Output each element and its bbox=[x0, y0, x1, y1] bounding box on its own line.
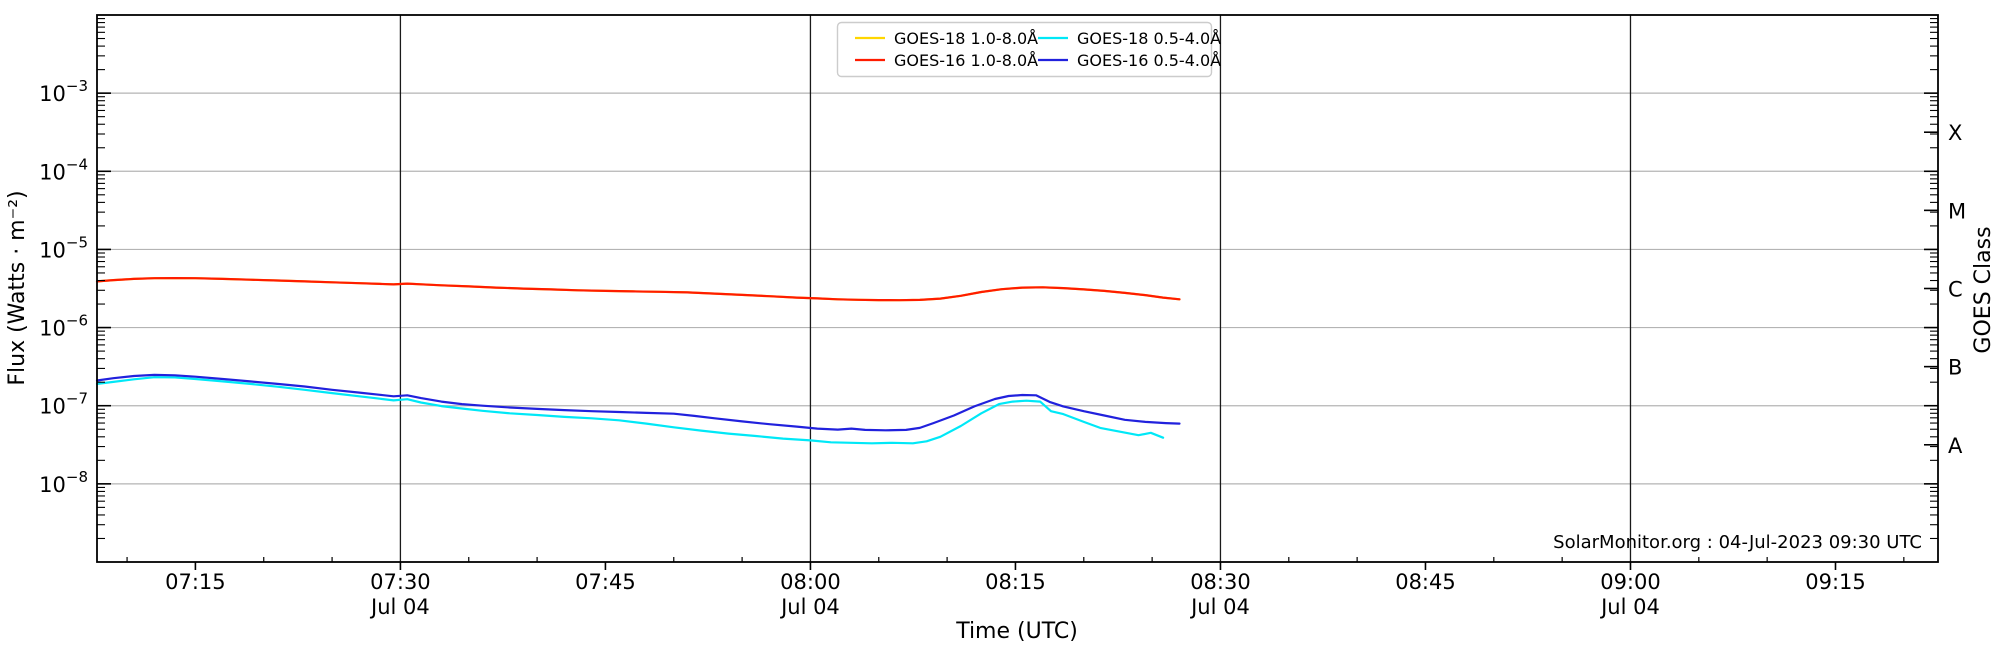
x-tick-label: 09:15 bbox=[1805, 570, 1866, 594]
y-tick-label: 10−5 bbox=[39, 233, 88, 262]
x-tick-label: 08:15 bbox=[985, 570, 1046, 594]
plot-border bbox=[96, 14, 1939, 563]
goes-class-tick-label: X bbox=[1948, 121, 1962, 145]
x-tick-label: 07:30 bbox=[370, 570, 431, 594]
x-tick-label: 07:45 bbox=[575, 570, 636, 594]
x-tick-label: 07:15 bbox=[165, 570, 226, 594]
y-tick-label: 10−7 bbox=[39, 390, 88, 419]
x-tick-sublabel: Jul 04 bbox=[369, 595, 430, 619]
series-layer bbox=[95, 277, 1181, 445]
x-tick-sublabel: Jul 04 bbox=[1189, 595, 1250, 619]
x-tick-label: 08:00 bbox=[780, 570, 841, 594]
y-tick-label: 10−4 bbox=[39, 155, 88, 184]
goes-class-axis-label: GOES Class bbox=[1971, 226, 1996, 353]
series-line-goes-16-0-5-4-0- bbox=[95, 373, 1181, 432]
series-line-goes-16-1-0-8-0- bbox=[95, 277, 1181, 302]
legend-label: GOES-18 1.0-8.0Å bbox=[894, 29, 1038, 48]
x-tick-label: 08:45 bbox=[1395, 570, 1456, 594]
y-tick-label: 10−6 bbox=[39, 312, 88, 341]
x-tick-sublabel: Jul 04 bbox=[779, 595, 840, 619]
series-line-goes-18-1-0-8-0- bbox=[95, 277, 1181, 302]
legend-box bbox=[836, 21, 1213, 78]
legend-label: GOES-16 0.5-4.0Å bbox=[1077, 51, 1221, 70]
legend-label: GOES-18 0.5-4.0Å bbox=[1077, 29, 1221, 48]
y-tick-label: 10−8 bbox=[39, 468, 88, 497]
series-line-goes-18-0-5-4-0- bbox=[95, 376, 1165, 445]
goes-class-tick-label: B bbox=[1948, 356, 1962, 380]
legend: GOES-18 1.0-8.0Å GOES-16 1.0-8.0Å GOES-18 … bbox=[836, 21, 1221, 78]
day-boundary-lines-layer bbox=[399, 15, 1632, 562]
legend-label: GOES-16 1.0-8.0Å bbox=[894, 51, 1038, 70]
gridlines-layer bbox=[97, 92, 1938, 485]
x-axis-label: Time (UTC) bbox=[955, 619, 1078, 644]
goes-class-tick-label: C bbox=[1948, 278, 1963, 302]
attribution-text: SolarMonitor.org : 04-Jul-2023 09:30 UTC bbox=[1553, 532, 1922, 553]
goes-class-tick-label: A bbox=[1948, 434, 1963, 458]
y-tick-label: 10−3 bbox=[39, 77, 88, 106]
x-tick-label: 08:30 bbox=[1190, 570, 1251, 594]
y-axis-label: Flux (Watts · m⁻²) bbox=[5, 190, 30, 385]
goes-class-tick-label: M bbox=[1948, 199, 1966, 223]
x-tick-sublabel: Jul 04 bbox=[1599, 595, 1660, 619]
x-tick-label: 09:00 bbox=[1600, 570, 1661, 594]
